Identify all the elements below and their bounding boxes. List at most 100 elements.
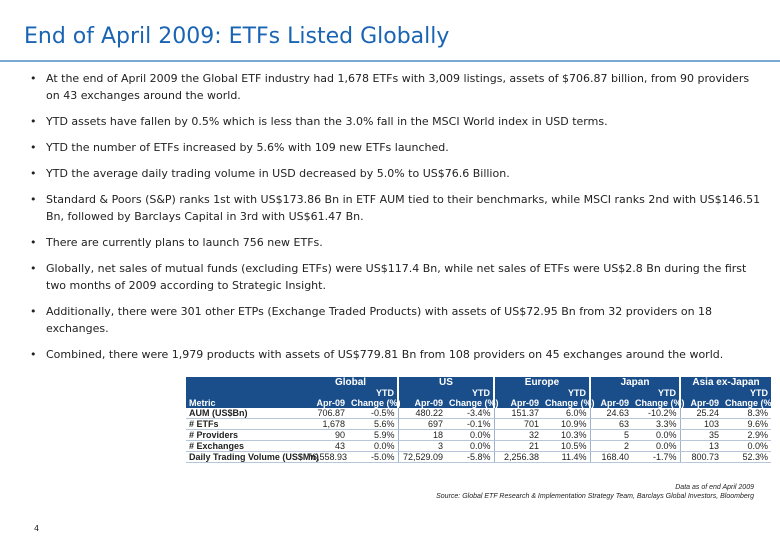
cell: -5.8% [446, 451, 494, 463]
col-header-apr: Apr-09 [304, 398, 348, 408]
row-metric: # Providers [186, 429, 304, 441]
table-row: # Exchanges 43 0.0% 3 0.0% 21 10.5% 2 0.0% 1… [186, 440, 772, 452]
cell: 18 [397, 429, 446, 441]
cell: 10.3% [542, 429, 591, 441]
ytd-label: YTD [348, 388, 398, 398]
etf-summary-table: Global US Europe Japan Asia ex-Japan YTD… [186, 377, 775, 463]
row-metric: AUM (US$Bn) [186, 408, 304, 419]
bullet-list: At the end of April 2009 the Global ETF … [30, 70, 765, 372]
blank-cell [304, 388, 348, 398]
bullet-item: YTD the number of ETFs increased by 5.6%… [30, 139, 765, 156]
cell: 52.3% [722, 451, 772, 463]
cell: 5.9% [348, 429, 398, 441]
cell: -0.1% [446, 418, 494, 430]
cell: 151.37 [493, 408, 542, 419]
bullet-item: Globally, net sales of mutual funds (exc… [30, 260, 765, 294]
group-header-europe: Europe [492, 377, 591, 388]
ytd-label: YTD [632, 388, 681, 398]
cell: 800.73 [679, 451, 723, 463]
table-row: AUM (US$Bn) 706.87 -0.5% 480.22 -3.4% 151.… [186, 408, 772, 419]
cell: -1.7% [632, 451, 681, 463]
footnote-source: Source: Global ETF Research & Implementa… [436, 493, 754, 500]
cell: 0.0% [632, 429, 681, 441]
cell: 3 [397, 440, 446, 452]
bullet-item: Combined, there were 1,979 products with… [30, 346, 765, 363]
table-corner [186, 377, 304, 388]
cell: 103 [679, 418, 723, 430]
bullet-item: There are currently plans to launch 756 … [30, 234, 765, 251]
cell: 0.0% [722, 440, 772, 452]
col-header-apr: Apr-09 [397, 398, 446, 408]
bullet-item: Additionally, there were 301 other ETPs … [30, 303, 765, 337]
footnote-date: Data as of end April 2009 [675, 484, 754, 491]
bullet-item: At the end of April 2009 the Global ETF … [30, 70, 765, 104]
cell: 5 [589, 429, 633, 441]
cell: 168.40 [589, 451, 633, 463]
cell: 697 [397, 418, 446, 430]
col-header-apr: Apr-09 [589, 398, 633, 408]
ytd-label: YTD [542, 388, 591, 398]
row-metric: # Exchanges [186, 440, 304, 452]
group-header-global: Global [304, 377, 398, 388]
cell: 701 [493, 418, 542, 430]
col-header-apr: Apr-09 [679, 398, 723, 408]
cell: 6.0% [542, 408, 591, 419]
cell: 9.6% [722, 418, 772, 430]
col-header-change: Change (%) [446, 398, 499, 408]
cell: 32 [493, 429, 542, 441]
bullet-item: YTD assets have fallen by 0.5% which is … [30, 113, 765, 130]
group-header-us: US [397, 377, 494, 388]
cell: -5.0% [348, 451, 398, 463]
cell: 2.9% [722, 429, 772, 441]
bullet-item: YTD the average daily trading volume in … [30, 165, 765, 182]
ytd-label: YTD [446, 388, 494, 398]
blank-cell [397, 388, 446, 398]
cell: 10.5% [542, 440, 591, 452]
cell: 2,256.38 [493, 451, 542, 463]
col-header-apr: Apr-09 [493, 398, 542, 408]
col-header-change: Change (%) [722, 398, 775, 408]
group-header-asia-ex-japan: Asia ex-Japan [679, 377, 772, 388]
table-row: # ETFs 1,678 5.6% 697 -0.1% 701 10.9% 63 3.3… [186, 418, 772, 430]
cell: 25.24 [679, 408, 723, 419]
metric-header: Metric [186, 398, 304, 408]
cell: 35 [679, 429, 723, 441]
table-ytd-header: YTD YTD YTD YTD YTD [186, 388, 772, 398]
cell: 10.9% [542, 418, 591, 430]
group-header-japan: Japan [589, 377, 681, 388]
col-header-change: Change (%) [542, 398, 595, 408]
cell: 0.0% [348, 440, 398, 452]
source-footnote: Data as of end April 2009 Source: Global… [436, 483, 754, 501]
cell: 706.87 [304, 408, 348, 419]
cell: 5.6% [348, 418, 398, 430]
cell: -0.5% [348, 408, 398, 419]
row-metric: # ETFs [186, 418, 304, 430]
cell: 72,529.09 [397, 451, 446, 463]
blank-cell [589, 388, 633, 398]
table-column-header: Metric Apr-09 Change (%) Apr-09 Change (%)… [186, 398, 775, 408]
title-divider [0, 60, 780, 62]
cell: 63 [589, 418, 633, 430]
page-number: 4 [34, 524, 40, 533]
blank-cell [186, 388, 304, 398]
cell: 8.3% [722, 408, 772, 419]
cell: 0.0% [446, 429, 494, 441]
cell: 0.0% [446, 440, 494, 452]
cell: 21 [493, 440, 542, 452]
bullet-item: Standard & Poors (S&P) ranks 1st with US… [30, 191, 765, 225]
cell: 1,678 [304, 418, 348, 430]
table-group-header: Global US Europe Japan Asia ex-Japan [186, 377, 772, 388]
cell: 3.3% [632, 418, 681, 430]
cell: 76,558.93 [304, 451, 348, 463]
cell: 13 [679, 440, 723, 452]
cell: 0.0% [632, 440, 681, 452]
col-header-change: Change (%) [348, 398, 401, 408]
cell: 480.22 [397, 408, 446, 419]
blank-cell [493, 388, 542, 398]
table-row: # Providers 90 5.9% 18 0.0% 32 10.3% 5 0.0% … [186, 429, 772, 441]
cell: 24.63 [589, 408, 633, 419]
cell: -10.2% [632, 408, 681, 419]
blank-cell [679, 388, 723, 398]
table-row: Daily Trading Volume (US$Mn) 76,558.93 -5… [186, 451, 772, 463]
cell: 11.4% [542, 451, 591, 463]
